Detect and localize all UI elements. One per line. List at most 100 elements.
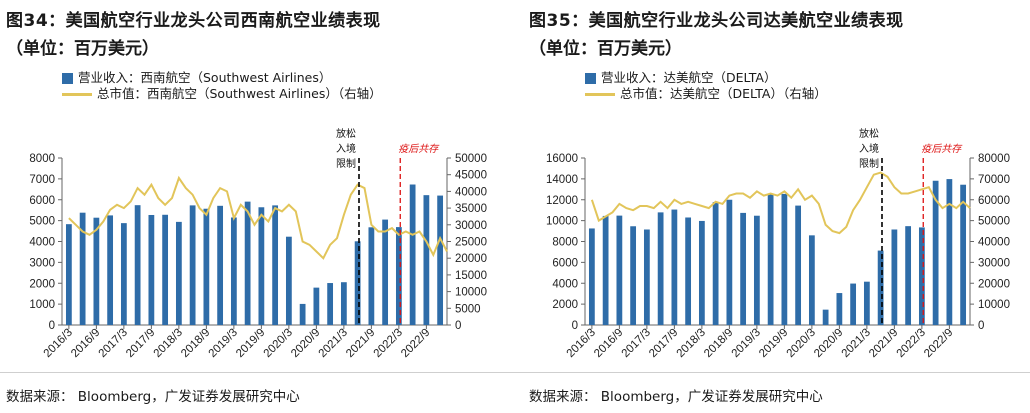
source-note: 数据来源： Bloomberg，广发证券发展研究中心: [6, 389, 300, 405]
bar-revenue: [795, 205, 802, 325]
y-tick-right-label: 80000: [978, 153, 1010, 165]
y-tick-left-label: 4000: [552, 278, 578, 290]
y-tick-left-label: 1000: [29, 299, 55, 311]
y-tick-right-label: 25000: [455, 237, 487, 249]
x-tick-label: 2021/9: [867, 327, 900, 360]
annotation-coexist: 疫后共存: [398, 143, 440, 155]
bar-revenue: [616, 215, 623, 325]
bar-revenue: [175, 221, 182, 325]
bar-revenue: [107, 215, 114, 325]
x-tick-label: 2016/9: [592, 327, 625, 360]
x-tick-label: 2020/3: [262, 327, 295, 360]
annotation-coexist: 疫后共存: [921, 143, 963, 155]
legend-swatch-line: [62, 92, 92, 96]
bar-revenue: [285, 236, 292, 325]
bar-revenue: [877, 250, 884, 325]
bar-revenue: [258, 207, 265, 325]
x-tick-label: 2021/3: [317, 327, 350, 360]
y-tick-left-label: 12000: [546, 195, 578, 207]
y-tick-right-label: 70000: [978, 174, 1010, 186]
bar-revenue: [65, 224, 72, 325]
bar-revenue: [891, 229, 898, 325]
bar-revenue: [382, 219, 389, 325]
chart-title: 图34：美国航空行业龙头公司西南航空业绩表现: [6, 11, 381, 31]
y-tick-right-label: 45000: [455, 170, 487, 182]
bar-revenue: [767, 194, 774, 325]
chart-plot-delta: 0 2000 4000 6000 8000 10000 12000 14000 16000 0 10…: [546, 127, 1010, 360]
y-tick-left-label: 5000: [29, 216, 55, 228]
bar-revenue: [120, 223, 127, 325]
y-tick-left-label: 7000: [29, 174, 55, 186]
x-tick-label: 2017/9: [647, 327, 680, 360]
x-tick-label: 2018/9: [702, 327, 735, 360]
bar-revenue: [685, 217, 692, 325]
legend-item-revenue: 营业收入：达美航空（DELTA）: [585, 70, 827, 86]
bar-revenue: [327, 283, 334, 325]
bar-revenue: [203, 208, 210, 325]
y-tick-right-label: 20000: [978, 278, 1010, 290]
x-tick-label: 2022/3: [895, 327, 928, 360]
annotation-reopen: 放松: [859, 127, 879, 140]
bar-revenue: [134, 205, 141, 325]
chart-panel-southwest: 图34：美国航空行业龙头公司西南航空业绩表现 （单位：百万美元） 营业收入：西南…: [0, 0, 505, 413]
source-note: 数据来源： Bloomberg，广发证券发展研究中心: [529, 389, 823, 405]
x-tick-label: 2022/9: [399, 327, 432, 360]
y-tick-right-label: 0: [455, 320, 461, 332]
x-tick-label: 2017/3: [97, 327, 130, 360]
bar-revenue: [409, 184, 416, 325]
y-tick-left-label: 8000: [29, 153, 55, 165]
x-tick-label: 2017/3: [620, 327, 653, 360]
bar-revenue: [313, 287, 320, 325]
bar-revenue: [781, 193, 788, 325]
x-tick-label: 2022/9: [922, 327, 955, 360]
bar-revenue: [93, 217, 100, 325]
x-tick-label: 2020/3: [785, 327, 818, 360]
y-tick-right-label: 50000: [455, 153, 487, 165]
bar-revenue: [836, 293, 843, 325]
y-tick-right-label: 30000: [978, 257, 1010, 269]
annotation-reopen: 放松: [336, 127, 356, 140]
bar-revenue: [189, 205, 196, 325]
annotation-reopen: 限制: [859, 157, 879, 170]
chart-unit: （单位：百万美元）: [529, 39, 682, 59]
bar-revenue: [863, 281, 870, 325]
y-tick-right-label: 40000: [978, 237, 1010, 249]
bar-revenue: [272, 205, 279, 325]
bar-revenue: [340, 282, 347, 325]
annotation-reopen: 限制: [336, 157, 356, 170]
y-tick-right-label: 35000: [455, 203, 487, 215]
y-tick-left-label: 2000: [29, 278, 55, 290]
y-tick-left-label: 14000: [546, 174, 578, 186]
y-tick-right-label: 60000: [978, 195, 1010, 207]
annotation-reopen: 入境: [859, 142, 879, 155]
bar-revenue: [918, 227, 925, 325]
y-tick-right-label: 20000: [455, 253, 487, 265]
legend-swatch-line: [585, 92, 615, 96]
bar-revenue: [905, 226, 912, 325]
y-tick-right-label: 5000: [455, 303, 481, 315]
bar-revenue: [643, 229, 650, 325]
bar-revenue: [602, 215, 609, 325]
bar-revenue: [740, 212, 747, 325]
y-tick-left-label: 8000: [552, 237, 578, 249]
y-tick-left-label: 3000: [29, 257, 55, 269]
x-tick-label: 2017/9: [124, 327, 157, 360]
y-tick-left-label: 0: [572, 320, 578, 332]
bar-revenue: [79, 212, 86, 325]
legend-item-market-cap: 总市值：达美航空（DELTA）（右轴）: [585, 86, 827, 102]
legend-item-market-cap: 总市值：西南航空（Southwest Airlines）（右轴）: [62, 86, 382, 102]
legend-item-revenue: 营业收入：西南航空（Southwest Airlines）: [62, 70, 382, 86]
x-tick-label: 2016/9: [69, 327, 102, 360]
bar-revenue: [217, 205, 224, 325]
x-tick-label: 2018/3: [152, 327, 185, 360]
x-tick-label: 2019/9: [234, 327, 267, 360]
y-tick-right-label: 10000: [978, 299, 1010, 311]
chart-title: 图35：美国航空行业龙头公司达美航空业绩表现: [529, 11, 904, 31]
bar-revenue: [162, 214, 169, 325]
bar-revenue: [808, 235, 815, 325]
x-tick-label: 2020/9: [289, 327, 322, 360]
bar-revenue: [671, 209, 678, 325]
line-market-cap: [68, 175, 448, 260]
x-tick-label: 2018/3: [675, 327, 708, 360]
y-tick-left-label: 6000: [552, 257, 578, 269]
